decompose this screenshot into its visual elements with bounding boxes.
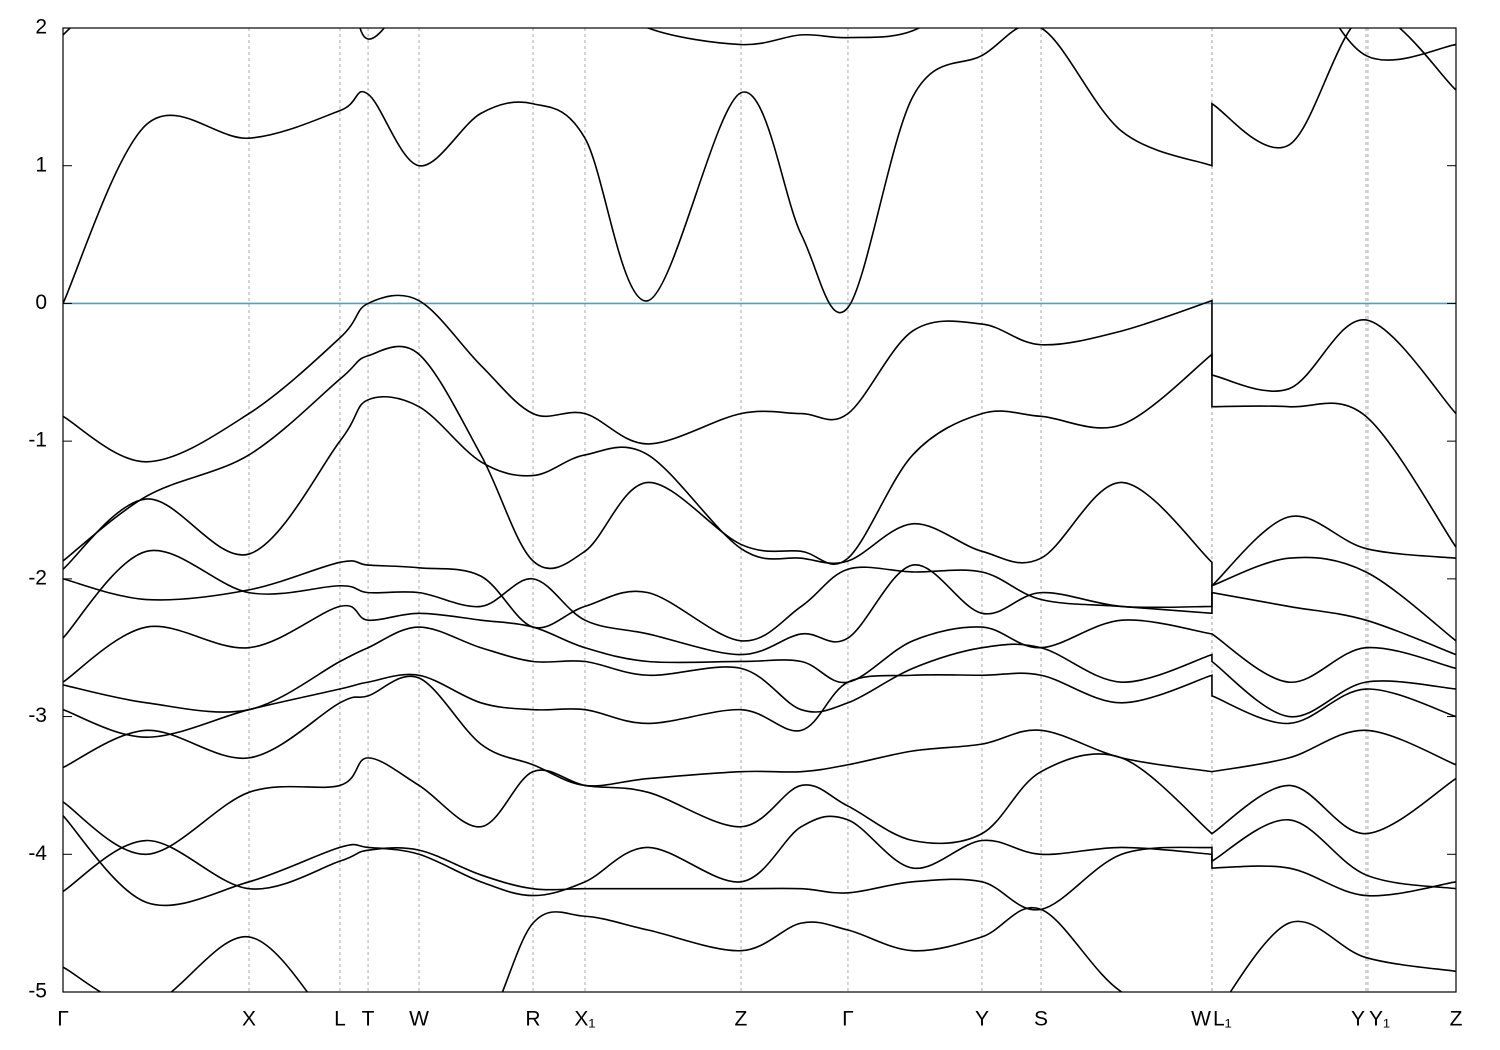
- x-tick-label: W: [1191, 1008, 1211, 1031]
- x-tick-label: Y₁: [1369, 1008, 1390, 1031]
- x-tick-label: S: [1034, 1008, 1048, 1031]
- x-tick-label: Y: [1351, 1008, 1365, 1031]
- band-line: [63, 675, 1456, 787]
- band-line: [63, 556, 1456, 642]
- plot-frame: [62, 27, 1457, 993]
- band-line: [63, 345, 1456, 570]
- x-tick-label: Γ: [57, 1008, 69, 1031]
- y-tick-label: 1: [35, 153, 47, 176]
- x-tick-label: R: [525, 1008, 540, 1031]
- grid-layer: [248, 28, 1369, 992]
- y-tick-label: 0: [35, 291, 47, 314]
- y-tick-label: -1: [28, 429, 47, 452]
- x-tick-label: L₁: [1213, 1008, 1232, 1031]
- band-line: [63, 395, 1456, 588]
- x-tick-label: Y: [975, 1008, 989, 1031]
- x-tick-label: Z: [1450, 1008, 1463, 1031]
- band-line: [63, 549, 1456, 656]
- band-line: [63, 28, 1456, 61]
- band-line: [63, 672, 1456, 739]
- x-tick-label: Γ: [842, 1008, 854, 1031]
- x-tick-label: X₁: [574, 1008, 595, 1031]
- y-tick-label: -5: [28, 980, 47, 1003]
- band-line: [63, 28, 1456, 314]
- band-line: [63, 753, 1456, 856]
- x-tick-label: Z: [735, 1008, 748, 1031]
- band-line: [63, 815, 1456, 907]
- x-tick-label: T: [362, 1008, 375, 1031]
- band-layer: [63, 28, 1456, 992]
- x-tick-label: L: [334, 1008, 346, 1031]
- y-tick-label: -2: [28, 566, 47, 589]
- band-line: [63, 626, 1456, 718]
- y-tick-label: -3: [28, 704, 47, 727]
- band-line: [63, 906, 1456, 992]
- band-line: [63, 839, 1456, 911]
- y-tick-label: -4: [28, 842, 47, 865]
- band-line: [63, 604, 1456, 684]
- x-tick-label: X: [242, 1008, 256, 1031]
- band-line: [63, 294, 1456, 463]
- x-tick-label: W: [409, 1008, 429, 1031]
- y-tick-label: 2: [35, 16, 47, 39]
